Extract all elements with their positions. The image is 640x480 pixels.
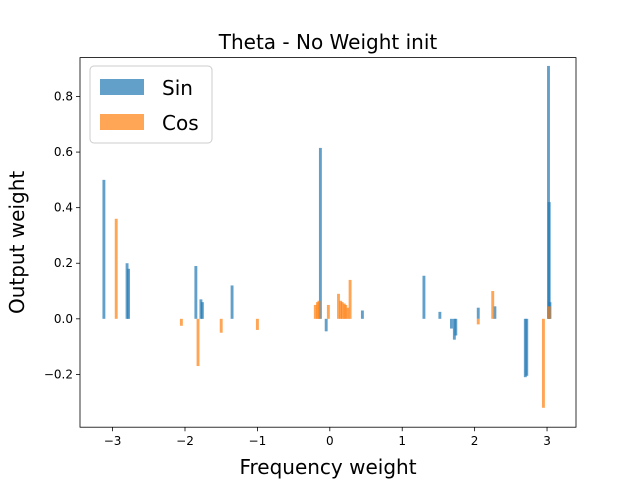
x-tick-label: 1 [398, 434, 406, 448]
bar-cos-16 [476, 318, 480, 325]
x-tick-label: 3 [543, 434, 551, 448]
y-tick-label: 0.2 [54, 256, 73, 270]
bar-cos-10 [339, 300, 343, 319]
ticks-layer: −3 −2 −1 0 1 2 3 −0.2 0.0 0.2 0.4 0.6 0.8 [44, 90, 551, 449]
bar-sin-6 [230, 285, 234, 319]
x-axis-label: Frequency weight [239, 455, 416, 479]
bar-sin-20 [547, 202, 551, 319]
y-tick-label: 0.4 [54, 201, 73, 215]
bar-cos-14 [346, 307, 350, 319]
y-tick-label: −0.2 [44, 367, 73, 381]
bar-cos-13 [344, 304, 348, 319]
bar-cos-9 [337, 293, 340, 319]
x-tick-label: 2 [471, 434, 479, 448]
bar-sin-0 [102, 179, 106, 319]
y-tick-label: 0.0 [54, 312, 73, 326]
series-cos [114, 218, 551, 408]
bar-sin-2 [127, 268, 130, 319]
bar-cos-2 [196, 318, 200, 367]
bar-cos-17 [491, 291, 495, 319]
y-axis-label: Output weight [5, 171, 29, 314]
bar-sin-5 [200, 302, 204, 319]
bar-cos-11 [340, 302, 344, 319]
bar-sin-14 [454, 318, 458, 336]
bar-cos-18 [541, 318, 545, 408]
bar-cos-4 [255, 318, 259, 330]
bar-cos-0 [114, 218, 118, 319]
bar-cos-8 [326, 304, 330, 319]
bar-cos-5 [313, 304, 317, 319]
legend-swatch-sin [100, 79, 144, 95]
y-tick-label: 0.8 [54, 90, 73, 104]
bar-cos-12 [342, 303, 346, 319]
bar-sin-19 [547, 65, 550, 319]
bar-sin-10 [422, 275, 426, 319]
bar-sin-12 [450, 318, 453, 329]
y-tick-label: 0.6 [54, 145, 73, 159]
bar-sin-16 [493, 306, 497, 319]
bar-cos-7 [317, 300, 321, 319]
x-tick-label: 0 [326, 434, 334, 448]
bar-cos-1 [179, 318, 183, 326]
bar-sin-11 [438, 311, 442, 319]
x-tick-label: −1 [249, 434, 267, 448]
legend: Sin Cos [89, 65, 213, 144]
bar-sin-7 [318, 147, 322, 319]
bar-cos-19 [547, 306, 551, 319]
legend-swatch-cos [100, 114, 144, 130]
bars-layer [102, 65, 552, 408]
bar-cos-15 [348, 279, 352, 319]
legend-label-sin: Sin [162, 76, 193, 100]
chart-title: Theta - No Weight init [218, 30, 438, 54]
x-tick-label: −3 [104, 434, 122, 448]
plot-frame [79, 57, 577, 428]
bar-sin-3 [194, 266, 198, 319]
axes-layer [79, 57, 577, 428]
bar-cos-3 [219, 318, 223, 333]
series-sin [102, 65, 552, 378]
legend-label-cos: Cos [162, 111, 199, 135]
bar-sin-8 [324, 318, 328, 332]
bar-sin-15 [476, 307, 480, 319]
bar-sin-18 [525, 318, 529, 376]
x-tick-label: −2 [176, 434, 194, 448]
bar-sin-9 [360, 310, 364, 319]
